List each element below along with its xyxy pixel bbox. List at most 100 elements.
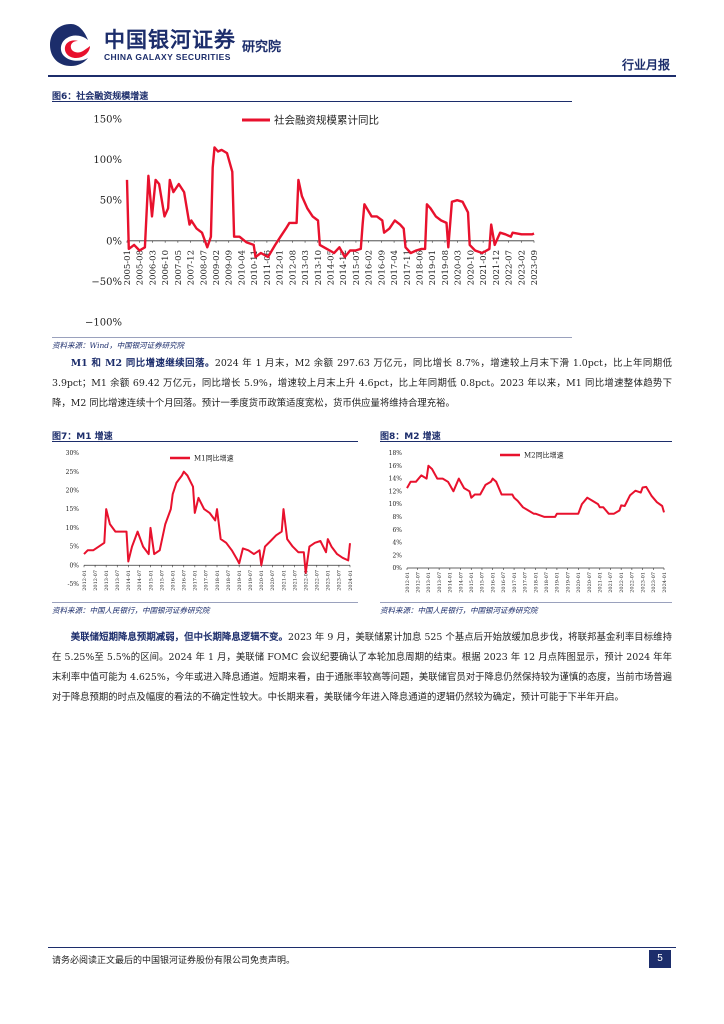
x-tick-label: 2021-01 [281, 570, 287, 591]
figure8-top-rule [380, 441, 672, 442]
y-tick-label: 0% [392, 565, 402, 572]
page-number: 5 [649, 950, 671, 968]
paragraph-m1-m2-body: 2024 年 1 月末，M2 余额 297.63 万亿元，同比增长 8.7%，增… [52, 358, 673, 409]
x-tick-label: 2012-07 [415, 572, 421, 593]
figure7-bottom-rule [52, 602, 358, 603]
x-tick-label: 2016-02 [365, 250, 375, 285]
x-tick-label: 2013-03 [301, 250, 311, 285]
x-tick-label: 2023-09 [530, 250, 540, 285]
x-tick-label: 2018-07 [544, 572, 550, 593]
figure8-bottom-rule [380, 602, 672, 603]
legend-label: M1同比增速 [194, 453, 234, 462]
y-tick-label: 4% [392, 540, 402, 547]
x-tick-label: 2018-01 [533, 572, 539, 593]
y-tick-label: -5% [67, 581, 79, 588]
y-tick-label: 6% [392, 527, 402, 534]
y-tick-label: −100% [85, 318, 122, 329]
x-tick-label: 2015-01 [469, 572, 475, 593]
x-tick-label: 2013-07 [437, 572, 443, 593]
x-tick-label: 2014-01 [448, 572, 454, 593]
y-tick-label: 10% [66, 525, 80, 532]
x-tick-label: 2020-07 [270, 570, 276, 591]
x-tick-label: 2021-07 [292, 570, 298, 591]
y-tick-label: 16% [389, 463, 403, 470]
x-tick-label: 2007-05 [174, 250, 184, 285]
series-line [83, 470, 351, 574]
x-tick-label: 2020-07 [587, 572, 593, 593]
y-tick-label: −50% [91, 277, 122, 288]
x-tick-label: 2016-07 [501, 572, 507, 593]
x-tick-label: 2012-07 [93, 570, 99, 591]
figure7-title: 图7：M1 增速 [52, 432, 113, 442]
x-tick-label: 2016-09 [377, 250, 387, 285]
paragraph-m1-m2: M1 和 M2 同比增速继续回落。2024 年 1 月末，M2 余额 297.6… [52, 354, 672, 414]
footer-disclaimer: 请务必阅读正文最后的中国银河证券股份有限公司免责声明。 [52, 956, 296, 966]
paragraph-fed-lead: 美联储短期降息预期减弱，但中长期降息逻辑不变。 [70, 632, 289, 643]
x-tick-label: 2022-07 [315, 570, 321, 591]
figure6-top-rule [52, 101, 572, 102]
brand-name-cn: 中国银河证券 [104, 28, 236, 52]
x-tick-label: 2023-01 [326, 570, 332, 591]
x-tick-label: 2009-02 [212, 250, 222, 285]
y-tick-label: 10% [389, 501, 403, 508]
page-header: 中国银河证券 CHINA GALAXY SECURITIES 研究院 行业月报 [0, 0, 724, 80]
galaxy-logo-icon [50, 24, 90, 66]
y-tick-label: 0% [106, 236, 122, 247]
y-tick-label: 5% [69, 544, 79, 551]
y-tick-label: 50% [100, 196, 122, 207]
x-tick-label: 2015-07 [480, 572, 486, 593]
figure6-bottom-rule [52, 337, 572, 338]
x-tick-label: 2021-01 [598, 572, 604, 593]
x-tick-label: 2023-02 [517, 250, 527, 285]
figure6-source: 资料来源：Wind，中国银河证券研究院 [52, 341, 185, 350]
x-tick-label: 2020-01 [576, 572, 582, 593]
y-tick-label: 8% [392, 514, 402, 521]
x-tick-label: 2014-01 [126, 570, 132, 591]
x-tick-label: 2016-07 [182, 570, 188, 591]
x-tick-label: 2013-01 [104, 570, 110, 591]
x-tick-label: 2019-07 [565, 572, 571, 593]
x-tick-label: 2013-01 [426, 572, 432, 593]
paragraph-m1-m2-lead: M1 和 M2 同比增速继续回落。 [70, 358, 215, 369]
x-tick-label: 2015-07 [159, 570, 165, 591]
x-tick-label: 2014-07 [137, 570, 143, 591]
footer-divider [48, 947, 676, 948]
x-tick-label: 2021-05 [479, 250, 489, 285]
y-tick-label: 0% [69, 562, 79, 569]
m1-growth-chart: 30% 25% 20% 15% 10% 5% 0% -5% 2012-01 2012-07 2013… [66, 450, 354, 591]
figure7-top-rule [52, 441, 358, 442]
x-tick-label: 2017-07 [204, 570, 210, 591]
x-tick-label: 2017-04 [390, 250, 400, 285]
x-tick-label: 2019-08 [441, 250, 451, 285]
x-tick-label: 2015-01 [148, 570, 154, 591]
x-tick-label: 2014-05 [326, 250, 336, 285]
x-tick-label: 2017-07 [523, 572, 529, 593]
x-tick-label: 2014-07 [458, 572, 464, 593]
x-tick-label: 2006-03 [148, 250, 158, 285]
x-tick-label: 2022-01 [303, 570, 309, 591]
x-tick-label: 2020-01 [259, 570, 265, 591]
figure6-title: 图6：社会融资规模增速 [52, 92, 149, 102]
figure8-source: 资料来源：中国人民银行，中国银河证券研究院 [380, 606, 538, 615]
x-tick-label: 2021-07 [608, 572, 614, 593]
x-tick-label: 2012-08 [288, 250, 298, 285]
x-tick-label: 2018-07 [226, 570, 232, 591]
x-tick-label: 2023-07 [651, 572, 657, 593]
x-tick-label: 2009-09 [225, 250, 235, 285]
x-tick-label: 2017-01 [193, 570, 199, 591]
y-tick-label: 18% [389, 450, 403, 457]
header-divider [48, 75, 676, 77]
y-tick-label: 12% [389, 488, 403, 495]
series-line [125, 146, 535, 259]
social-financing-chart: 150%100%50%0%−50%−100%2005-01 2005-08 2006… [85, 114, 540, 329]
x-tick-label: 2011-06 [263, 250, 273, 285]
x-tick-label: 2012-01 [276, 250, 286, 285]
x-tick-label: 2012-01 [405, 572, 411, 593]
x-tick-label: 2023-01 [640, 572, 646, 593]
x-tick-label: 2008-07 [199, 250, 209, 285]
x-tick-label: 2010-04 [237, 250, 247, 285]
y-tick-label: 2% [392, 552, 402, 559]
x-tick-label: 2006-10 [161, 250, 171, 285]
y-tick-label: 100% [93, 155, 122, 166]
brand-name-en: CHINA GALAXY SECURITIES [104, 52, 231, 62]
